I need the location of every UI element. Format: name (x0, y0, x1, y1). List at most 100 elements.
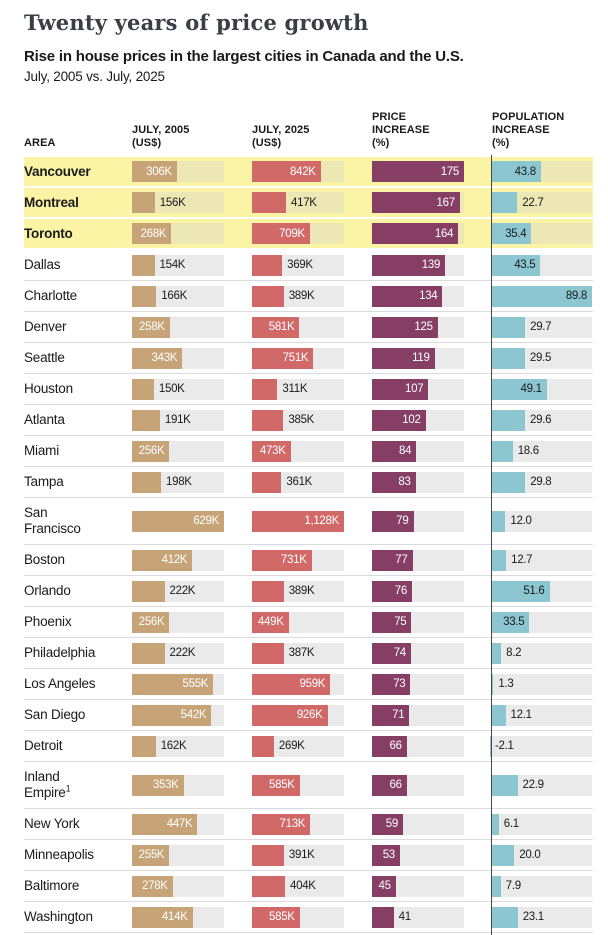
price-2005-value: 268K (140, 227, 167, 240)
area-name: Philadelphia (24, 645, 96, 660)
population-increase-track: 33.5 (492, 611, 592, 633)
price-increase-track: 76 (372, 580, 464, 602)
population-increase-value: 51.6 (523, 585, 545, 597)
population-increase-value: 29.7 (530, 321, 552, 333)
area-name: Baltimore (24, 878, 80, 893)
price-increase-bar (372, 285, 443, 307)
table-row: Atlanta 191K 385K 102 29.6 (24, 405, 593, 436)
area-name: Detroit (24, 738, 63, 753)
price-increase-value: 107 (405, 383, 424, 395)
area-name: Washington (24, 909, 93, 924)
area-name: Toronto (24, 225, 73, 241)
population-axis-line (491, 155, 492, 935)
price-2005-value: 198K (166, 476, 192, 488)
price-2005-track: 150K (132, 378, 224, 400)
price-2025-bar (252, 774, 300, 796)
price-increase-value: 66 (389, 740, 402, 752)
price-2025-track: 585K (252, 906, 344, 928)
price-2005-track: 268K (132, 223, 224, 244)
price-2005-track: 542K (132, 704, 224, 726)
price-increase-track: 125 (372, 316, 464, 338)
area-name: Phoenix (24, 614, 72, 629)
price-2025-bar (252, 642, 284, 664)
price-increase-value: 134 (419, 290, 438, 302)
population-increase-value: 6.1 (503, 818, 519, 830)
price-increase-bar (372, 192, 460, 213)
price-2025-value: 926K (296, 709, 323, 721)
price-increase-track: 71 (372, 704, 464, 726)
column-header-line: AREA (24, 137, 56, 149)
area-label: New York (24, 816, 104, 832)
population-increase-value: 23.1 (522, 911, 544, 923)
price-2005-value: 629K (193, 515, 219, 527)
population-increase-bar (492, 549, 507, 571)
population-increase-bar (492, 642, 502, 664)
column-header-line: INCREASE (492, 124, 550, 136)
price-2005-value: 222K (169, 647, 196, 659)
price-2025-bar (252, 875, 285, 897)
table-row: Los Angeles 555K 959K 73 1.3 (24, 669, 593, 700)
price-2025-value: 1,128K (304, 515, 339, 527)
price-2005-value: 150K (158, 383, 185, 395)
price-2025-track: 1,128K (252, 510, 344, 532)
population-increase-bar (492, 223, 532, 244)
column-header-line: JULY, 2005 (132, 124, 190, 136)
price-2005-track: 447K (132, 813, 224, 835)
price-2005-bar (132, 549, 193, 571)
price-2005-bar (132, 642, 165, 664)
price-increase-track: 139 (372, 254, 464, 276)
column-header-line: (US$) (252, 137, 282, 149)
population-increase-value: 35.4 (505, 227, 527, 240)
price-2005-bar (132, 347, 183, 369)
price-increase-bar (372, 875, 396, 897)
price-2005-track: 255K (132, 844, 224, 866)
price-2025-value: 751K (282, 352, 309, 364)
price-2025-bar (252, 409, 284, 431)
price-2005-bar (132, 316, 170, 338)
population-increase-bar (492, 844, 515, 866)
column-header: JULY, 2005 (US$) (132, 124, 224, 150)
price-increase-value: 125 (414, 321, 433, 333)
price-increase-track: 134 (372, 285, 464, 307)
population-increase-track: 8.2 (492, 642, 592, 664)
price-2025-track: 311K (252, 378, 344, 400)
population-increase-track: 1.3 (492, 673, 592, 695)
price-increase-bar (372, 161, 464, 182)
price-increase-track: 167 (372, 192, 464, 213)
price-2025-value: 391K (288, 849, 315, 861)
price-2005-bar (132, 813, 198, 835)
table-row: Minneapolis 255K 391K 53 20.0 (24, 840, 593, 871)
table-row: Toronto 268K 709K 164 35.4 (24, 219, 593, 250)
price-increase-value: 102 (402, 414, 421, 426)
price-increase-bar (372, 254, 446, 276)
price-increase-value: 41 (398, 911, 412, 923)
price-2005-bar (132, 704, 212, 726)
price-2025-track: 585K (252, 774, 344, 796)
table-row: Miami 256K 473K 84 18.6 (24, 436, 593, 467)
population-increase-value: 29.5 (529, 352, 552, 364)
price-increase-track: 79 (372, 510, 464, 532)
area-label: Baltimore (24, 878, 104, 894)
price-2005-value: 166K (161, 290, 187, 302)
column-header: PRICE INCREASE (%) (372, 111, 464, 150)
table-row: Seattle 343K 751K 119 29.5 (24, 343, 593, 374)
price-increase-value: 74 (393, 647, 407, 659)
price-increase-bar (372, 440, 417, 462)
price-2005-bar (132, 611, 170, 633)
area-label: Philadelphia (24, 645, 104, 661)
table-header: AREA JULY, 2005 (US$) JULY, 2025 (US$) PRICE I… (24, 111, 593, 157)
price-2025-track: 391K (252, 844, 344, 866)
price-2005-value: 414K (161, 911, 188, 923)
price-2025-track: 731K (252, 549, 344, 571)
area-name: Houston (24, 381, 73, 396)
price-2025-value: 311K (282, 383, 308, 395)
area-label: Dallas (24, 257, 104, 273)
table-row: Boston 412K 731K 77 12.7 (24, 545, 593, 576)
price-2025-track: 361K (252, 471, 344, 493)
price-increase-value: 73 (393, 678, 406, 690)
price-increase-track: 77 (372, 549, 464, 571)
price-2025-bar (252, 611, 289, 633)
price-2025-value: 731K (280, 554, 307, 566)
population-increase-bar (492, 254, 541, 276)
column-header-line: (%) (372, 137, 390, 149)
